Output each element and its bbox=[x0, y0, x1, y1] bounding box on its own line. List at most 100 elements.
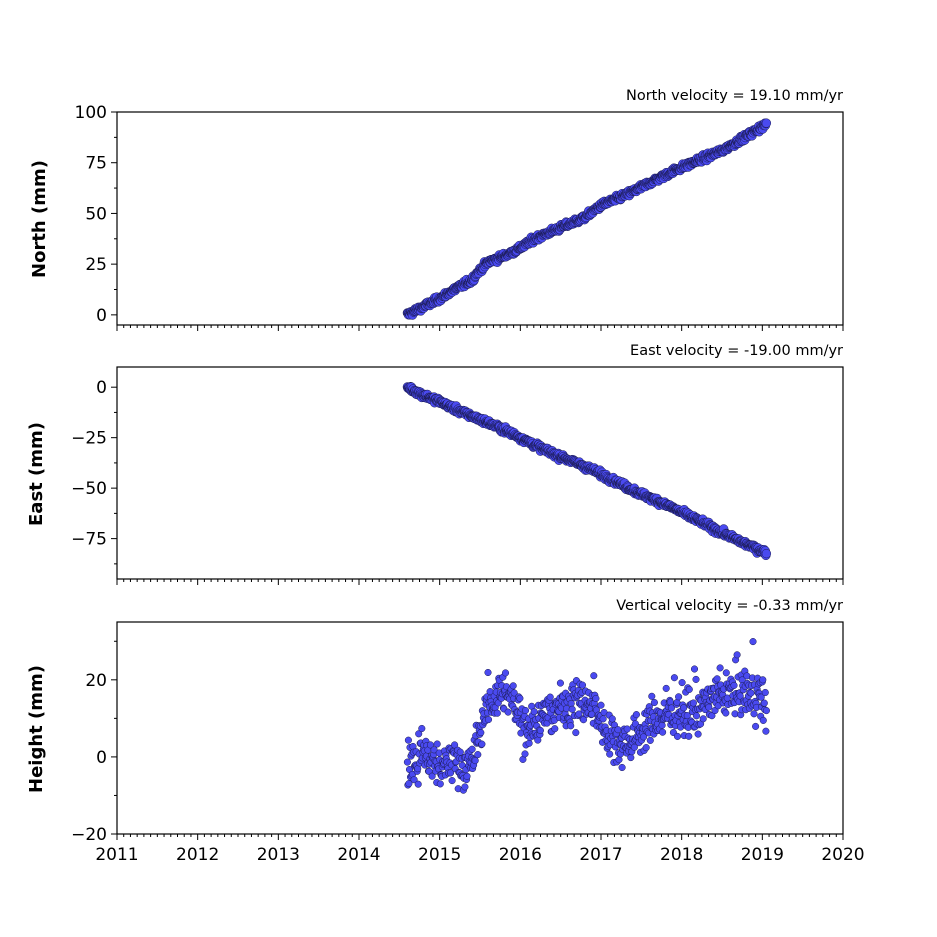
north-velocity-title: North velocity = 19.10 mm/yr bbox=[626, 88, 843, 104]
east-ytick-label: 0 bbox=[96, 378, 107, 398]
east-ytick-label: −50 bbox=[71, 479, 107, 499]
height-data-point bbox=[446, 769, 455, 777]
east-ticks: 0 −25 −50 −75 bbox=[71, 378, 844, 585]
height-xtick-label: 2016 bbox=[499, 845, 542, 865]
height-ytick-label: −20 bbox=[71, 825, 107, 845]
height-xtick-label: 2012 bbox=[176, 845, 219, 865]
height-xtick-label: 2011 bbox=[95, 845, 138, 865]
height-data-point bbox=[692, 675, 700, 683]
height-data-point bbox=[752, 722, 760, 730]
height-data-point bbox=[530, 708, 538, 716]
east-ytick-label: −75 bbox=[71, 530, 107, 550]
height-data-point bbox=[680, 704, 688, 712]
height-data-point bbox=[699, 715, 707, 723]
height-xtick-label: 2019 bbox=[741, 845, 784, 865]
east-points bbox=[402, 381, 772, 561]
height-data-point bbox=[749, 638, 757, 646]
height-data-point bbox=[648, 692, 656, 700]
height-data-point bbox=[750, 710, 758, 718]
height-data-point bbox=[761, 688, 769, 697]
north-plot-frame bbox=[116, 111, 844, 326]
height-data-point bbox=[556, 679, 564, 687]
north-points bbox=[402, 118, 772, 320]
height-data-point bbox=[474, 751, 482, 759]
height-data-point bbox=[694, 730, 702, 738]
height-data-point bbox=[418, 724, 426, 733]
height-data-point bbox=[405, 780, 413, 788]
north-ytick-label: 75 bbox=[85, 154, 107, 174]
height-data-point bbox=[685, 732, 693, 740]
height-data-point bbox=[509, 682, 517, 690]
height-data-point bbox=[708, 712, 716, 720]
height-data-point bbox=[410, 776, 418, 784]
height-data-point bbox=[762, 707, 770, 715]
height-data-point bbox=[646, 736, 654, 744]
height-data-point bbox=[608, 715, 616, 723]
height-data-point bbox=[599, 715, 607, 723]
height-data-point bbox=[757, 693, 765, 701]
height-ytick-label: 0 bbox=[96, 748, 107, 768]
height-xtick-label: 2014 bbox=[337, 845, 380, 865]
height-data-point bbox=[592, 694, 600, 703]
height-data-point bbox=[436, 780, 444, 788]
height-data-point bbox=[484, 716, 493, 724]
north-ticks: 0 25 50 75 100 bbox=[75, 103, 844, 331]
height-data-point bbox=[461, 783, 469, 791]
height-data-point bbox=[722, 669, 730, 677]
height-xtick-label: 2013 bbox=[257, 845, 300, 865]
height-data-point bbox=[448, 777, 456, 785]
height-data-point bbox=[678, 679, 686, 687]
north-ytick-label: 0 bbox=[96, 306, 107, 326]
height-xtick-label: 2017 bbox=[579, 845, 622, 865]
height-data-point bbox=[568, 705, 576, 713]
height-data-point bbox=[536, 726, 544, 735]
height-xtick-label: 2015 bbox=[418, 845, 461, 865]
height-data-point bbox=[762, 727, 770, 735]
height-plot-frame bbox=[116, 621, 844, 835]
height-data-point bbox=[606, 750, 614, 758]
height-data-point bbox=[689, 699, 697, 707]
height-xtick-label: 2018 bbox=[660, 845, 703, 865]
height-data-point bbox=[716, 664, 724, 672]
height-data-point bbox=[760, 699, 768, 707]
height-data-point bbox=[546, 693, 554, 701]
height-points bbox=[403, 638, 770, 794]
north-ytick-label: 50 bbox=[85, 204, 107, 224]
height-data-point bbox=[627, 754, 635, 762]
height-data-point bbox=[618, 763, 626, 772]
height-data-point bbox=[736, 692, 744, 700]
height-data-point bbox=[463, 772, 471, 780]
height-data-point bbox=[510, 689, 518, 697]
height-data-point bbox=[747, 689, 755, 697]
height-xtick-label: 2020 bbox=[821, 845, 864, 865]
north-panel: North velocity = 19.10 mm/yr North (mm) … bbox=[29, 88, 844, 331]
height-data-point bbox=[692, 712, 701, 720]
height-data-point bbox=[567, 722, 575, 730]
height-panel: Vertical velocity = -0.33 mm/yr Height (… bbox=[26, 598, 865, 865]
height-data-point bbox=[713, 675, 721, 683]
height-data-point bbox=[597, 701, 605, 709]
height-data-point bbox=[403, 758, 411, 766]
height-data-point bbox=[525, 739, 533, 747]
height-data-point bbox=[471, 757, 479, 765]
height-data-point bbox=[493, 709, 501, 717]
height-data-point bbox=[516, 694, 524, 702]
height-data-point bbox=[659, 728, 667, 736]
height-data-point bbox=[642, 744, 650, 752]
height-data-point bbox=[666, 698, 674, 706]
height-data-point bbox=[623, 725, 631, 733]
height-data-point bbox=[578, 681, 587, 689]
east-plot-frame bbox=[116, 366, 844, 580]
height-data-point bbox=[468, 745, 476, 753]
height-ticks: −20 0 20 2011 2012 2013 2014 2015 2016 2017 2018 20… bbox=[71, 640, 865, 865]
height-data-point bbox=[504, 708, 512, 716]
north-y-axis-label: North (mm) bbox=[29, 160, 50, 278]
height-data-point bbox=[575, 710, 583, 718]
height-data-point bbox=[662, 684, 670, 692]
vertical-velocity-title: Vertical velocity = -0.33 mm/yr bbox=[616, 598, 843, 614]
height-data-point bbox=[759, 676, 767, 684]
height-data-point bbox=[632, 711, 640, 719]
height-data-point bbox=[451, 741, 459, 749]
north-data-point bbox=[761, 118, 772, 128]
